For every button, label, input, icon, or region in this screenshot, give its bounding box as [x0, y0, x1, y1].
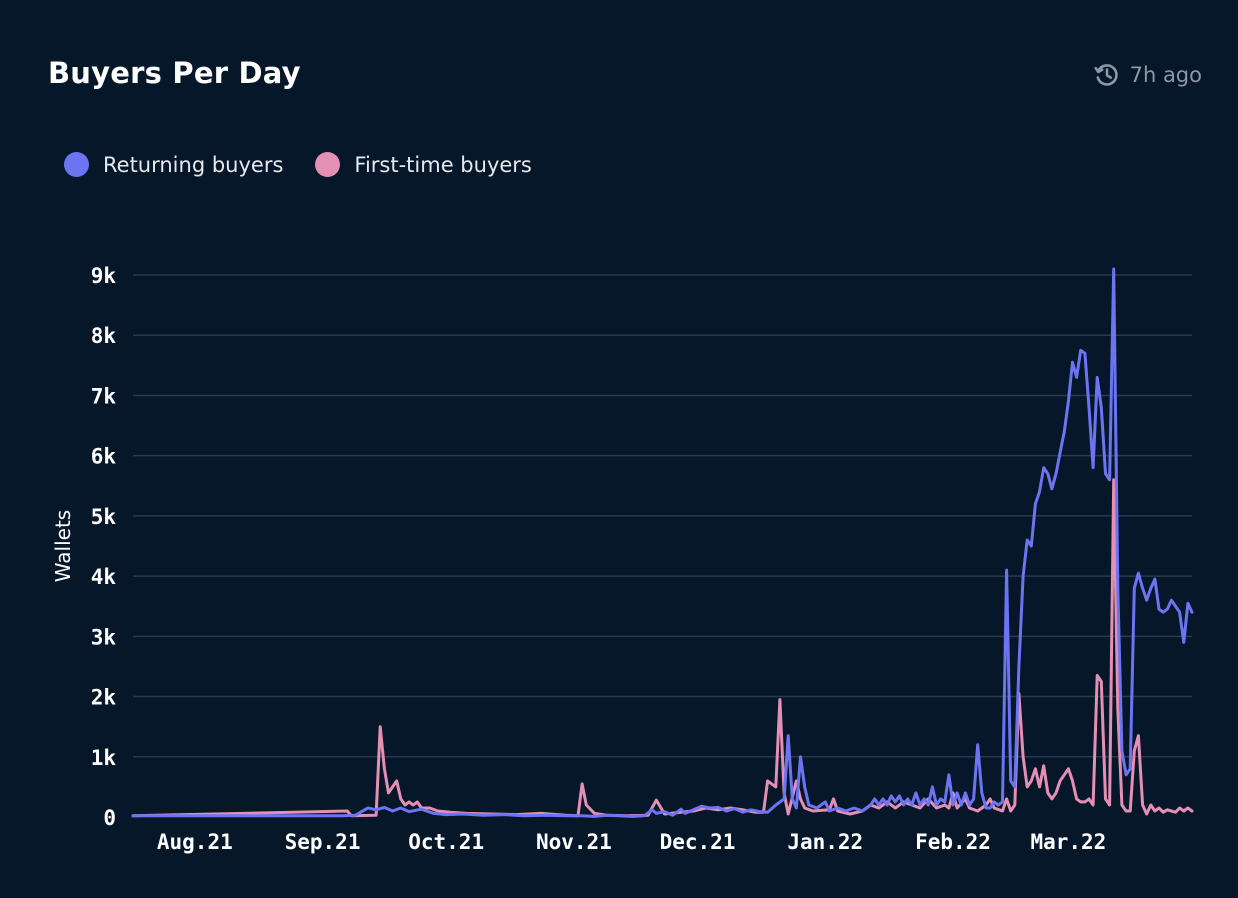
x-tick-label: Oct.21	[408, 830, 484, 854]
y-tick-label: 1k	[91, 746, 117, 770]
y-axis-ticks: 0 1k 2k 3k 4k 5k 6k 7k 8k 9k	[91, 264, 117, 830]
legend: Returning buyers First-time buyers	[64, 152, 532, 177]
x-tick-label: Mar.22	[1030, 830, 1106, 854]
y-tick-label: 9k	[91, 264, 117, 288]
x-tick-label: Nov.21	[536, 830, 612, 854]
x-tick-label: Feb.22	[915, 830, 991, 854]
legend-label-returning: Returning buyers	[103, 152, 284, 177]
last-updated: 7h ago	[1094, 62, 1202, 88]
legend-item-first-time-buyers[interactable]: First-time buyers	[315, 152, 532, 177]
y-tick-label: 7k	[91, 384, 117, 408]
y-axis-label: Wallets	[51, 510, 75, 582]
refresh-clock-icon	[1094, 64, 1118, 86]
series-lines	[131, 267, 1194, 818]
y-tick-label: 5k	[91, 505, 117, 529]
y-tick-label: 8k	[91, 324, 117, 348]
legend-dot-returning	[64, 152, 89, 177]
series-line-returning-buyers	[131, 267, 1194, 818]
x-tick-label: Sep.21	[285, 830, 361, 854]
legend-dot-first-time	[315, 152, 341, 177]
legend-label-first-time: First-time buyers	[354, 152, 532, 177]
y-tick-label: 4k	[91, 565, 117, 589]
y-tick-label: 6k	[91, 445, 117, 469]
y-tick-label: 3k	[91, 625, 117, 649]
y-tick-label: 0	[103, 806, 116, 830]
legend-item-returning-buyers[interactable]: Returning buyers	[64, 152, 283, 177]
x-tick-label: Jan.22	[787, 830, 863, 854]
x-axis-ticks: Aug.21 Sep.21 Oct.21 Nov.21 Dec.21 Jan.22 Feb.…	[157, 830, 1106, 854]
y-tick-label: 2k	[91, 686, 117, 710]
chart-title: Buyers Per Day	[48, 56, 301, 90]
x-tick-label: Dec.21	[660, 830, 736, 854]
x-tick-label: Aug.21	[157, 830, 233, 854]
updated-text: 7h ago	[1129, 63, 1202, 87]
